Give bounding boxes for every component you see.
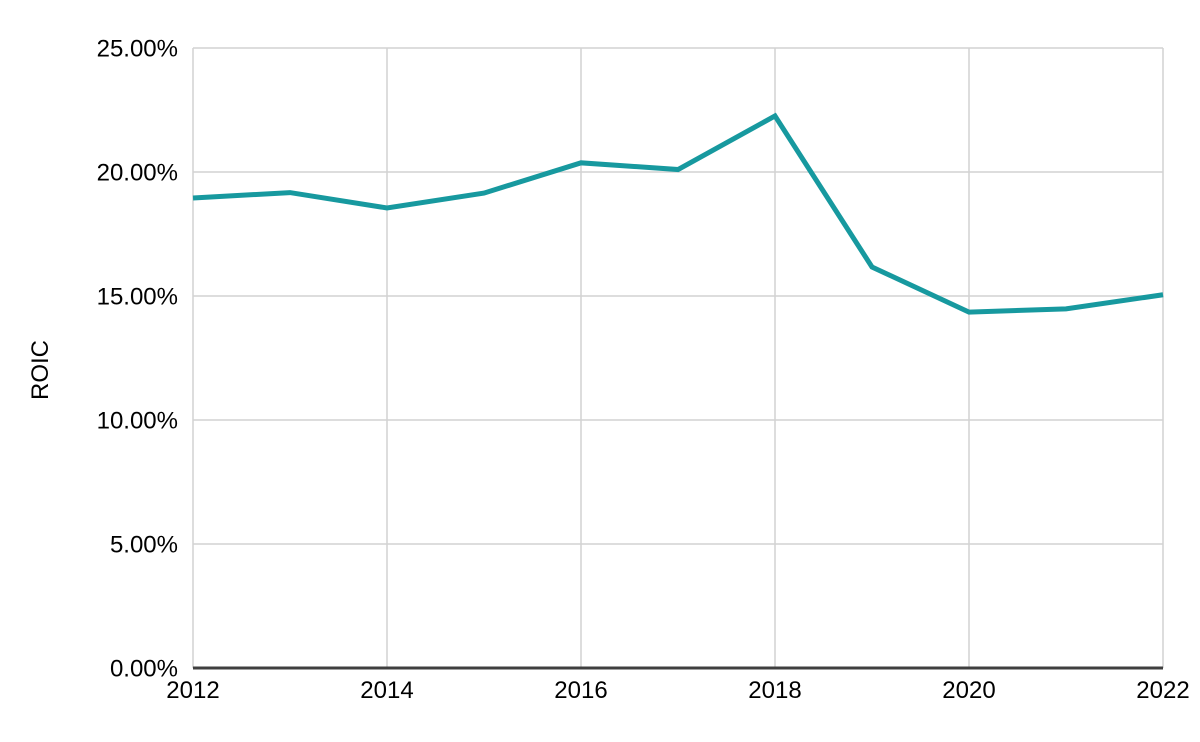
y-tick-label: 20.00%: [97, 160, 178, 187]
y-tick-label: 10.00%: [97, 408, 178, 435]
y-tick-label: 25.00%: [97, 36, 178, 63]
x-tick-label: 2022: [1136, 677, 1189, 704]
y-tick-label: 5.00%: [110, 532, 178, 559]
y-tick-label: 15.00%: [97, 284, 178, 311]
x-tick-label: 2020: [942, 677, 995, 704]
y-tick-label: 0.00%: [110, 656, 178, 683]
x-tick-label: 2012: [166, 677, 219, 704]
x-tick-label: 2018: [748, 677, 801, 704]
y-axis-title: ROIC: [27, 340, 54, 400]
x-tick-label: 2016: [554, 677, 607, 704]
roic-series-line: [192, 112, 1164, 315]
x-tick-label: 2014: [360, 677, 413, 704]
